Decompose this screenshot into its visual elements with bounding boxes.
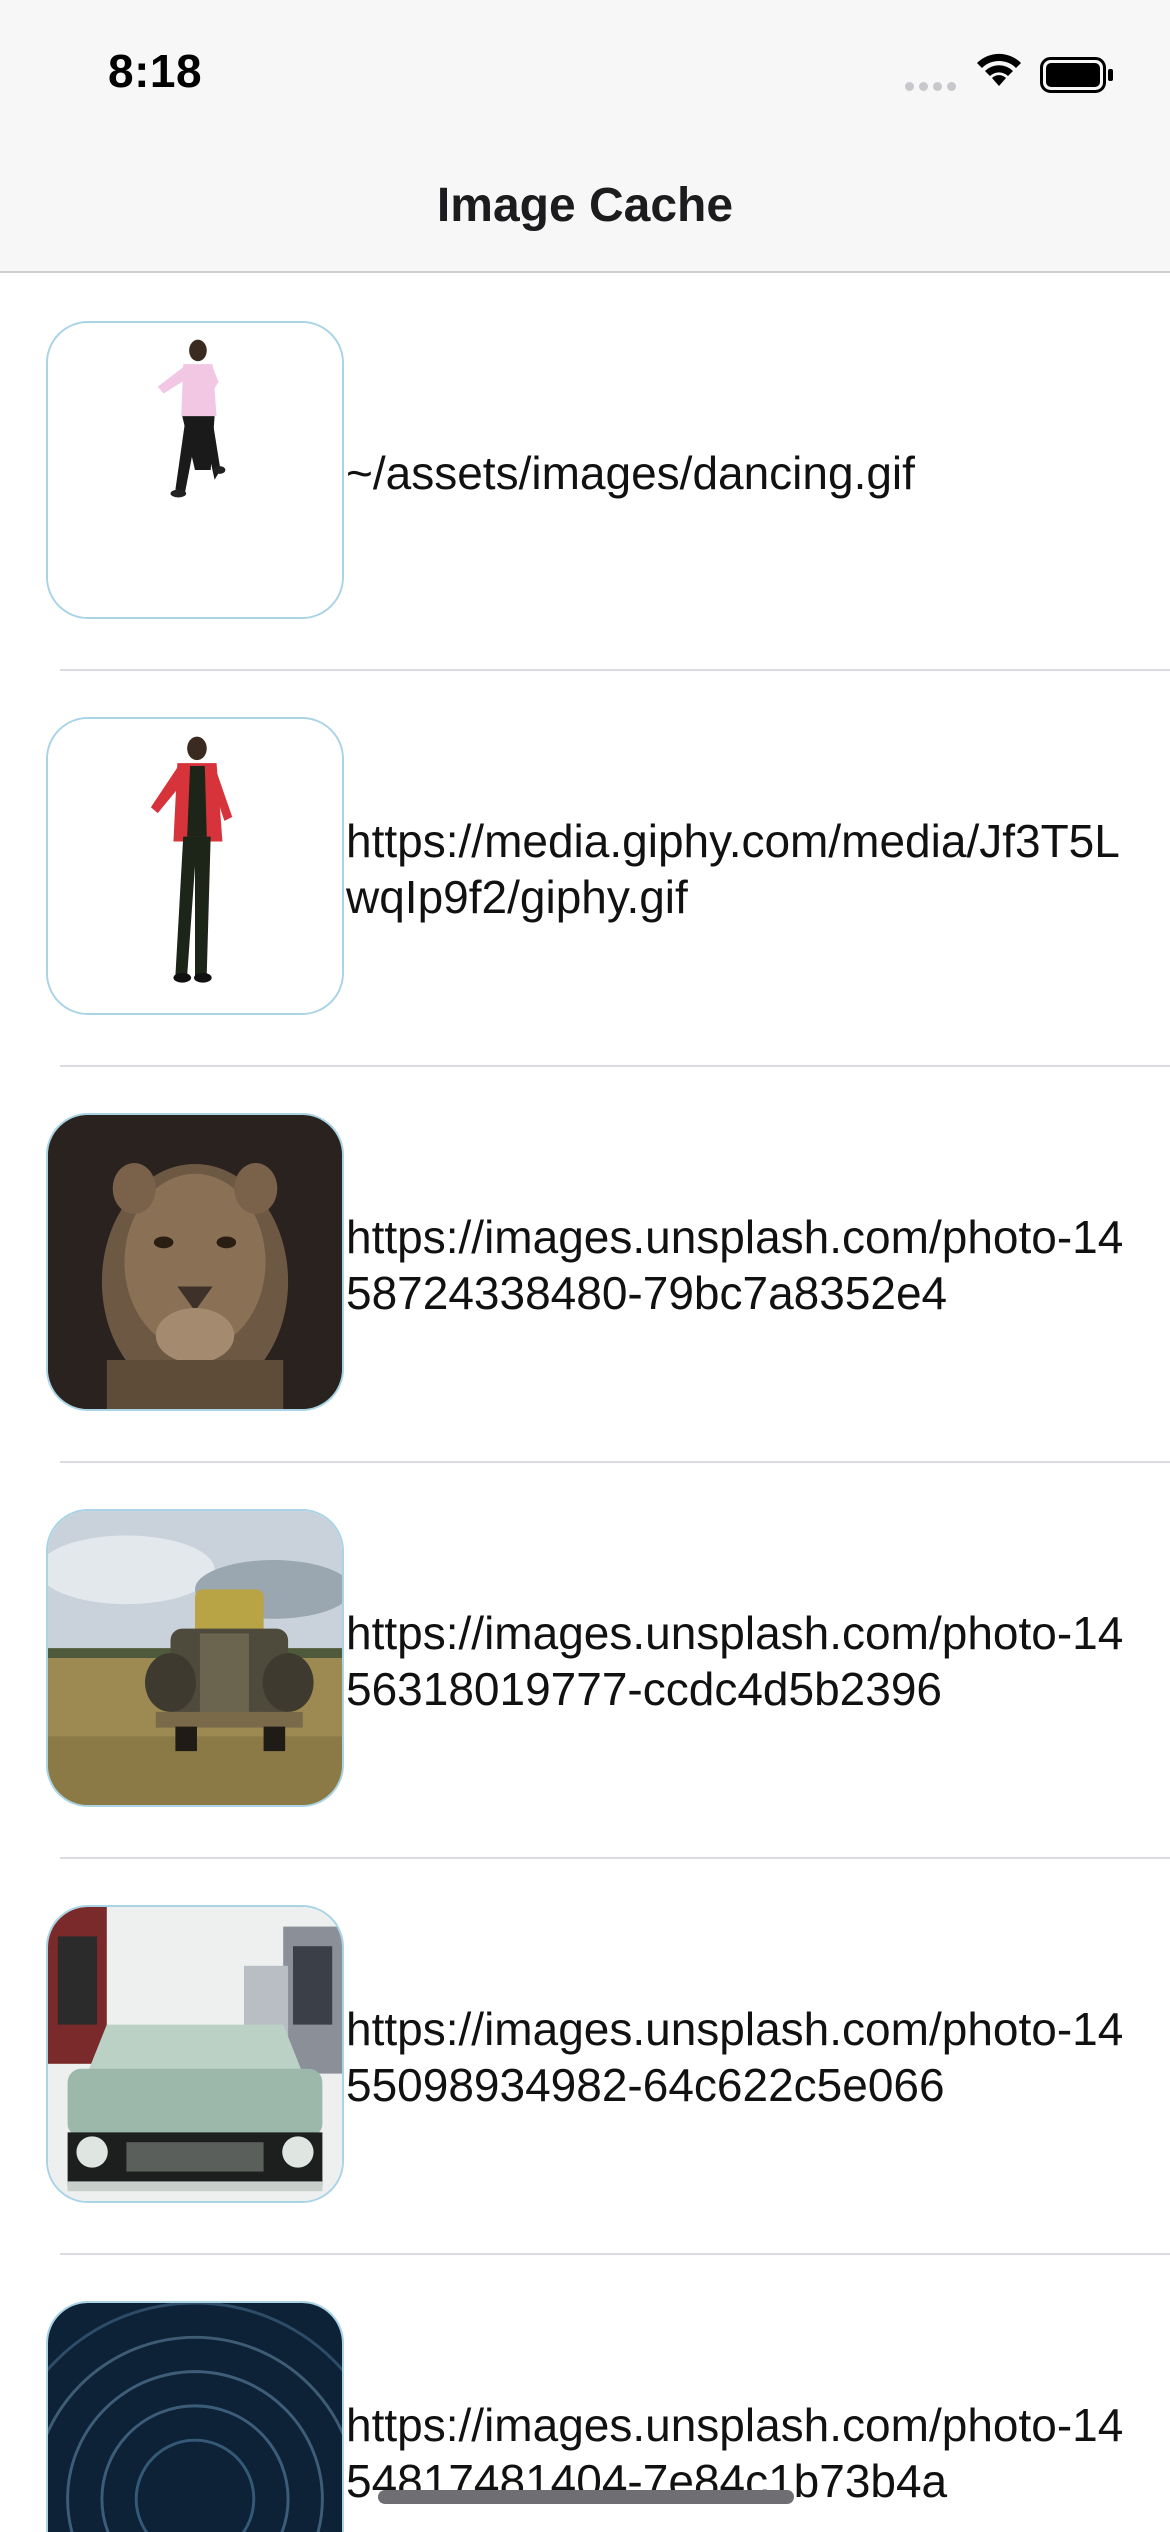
list-item[interactable]: ~/assets/images/dancing.gif: [0, 275, 1170, 671]
list-item[interactable]: https://images.unsplash.com/photo-145509…: [0, 1857, 1170, 2255]
page-title: Image Cache: [436, 179, 734, 232]
image-url: https://images.unsplash.com/photo-145509…: [346, 2003, 1124, 2111]
dancing-man-image: [46, 321, 344, 619]
image-url: https://images.unsplash.com/photo-145631…: [346, 1607, 1124, 1715]
home-indicator[interactable]: [378, 2490, 794, 2504]
lioness-image: [46, 1113, 344, 1411]
list-item[interactable]: https://images.unsplash.com/photo-145481…: [0, 2253, 1170, 2532]
vintage-car-image: [46, 1905, 344, 2203]
image-url: https://images.unsplash.com/photo-145872…: [346, 1211, 1124, 1319]
image-url: ~/assets/images/dancing.gif: [346, 447, 915, 499]
dancing-man-image: [46, 717, 344, 1015]
image-list[interactable]: ~/assets/images/dancing.gif https://medi…: [0, 275, 1170, 2532]
image-url: https://media.giphy.com/media/Jf3T5LwqIp…: [346, 815, 1120, 923]
list-item[interactable]: https://images.unsplash.com/photo-145872…: [0, 1065, 1170, 1463]
battery-icon: [1040, 57, 1113, 93]
cellular-signal-icon: [905, 82, 956, 91]
wifi-icon: [977, 53, 1021, 86]
navigation-header: 8:18 Image Cache: [0, 0, 1170, 273]
star-trails-image: [46, 2301, 344, 2532]
list-item[interactable]: https://images.unsplash.com/photo-145631…: [0, 1461, 1170, 1859]
old-truck-image: [46, 1509, 344, 1807]
list-item[interactable]: https://media.giphy.com/media/Jf3T5LwqIp…: [0, 669, 1170, 1067]
status-time: 8:18: [108, 45, 203, 97]
